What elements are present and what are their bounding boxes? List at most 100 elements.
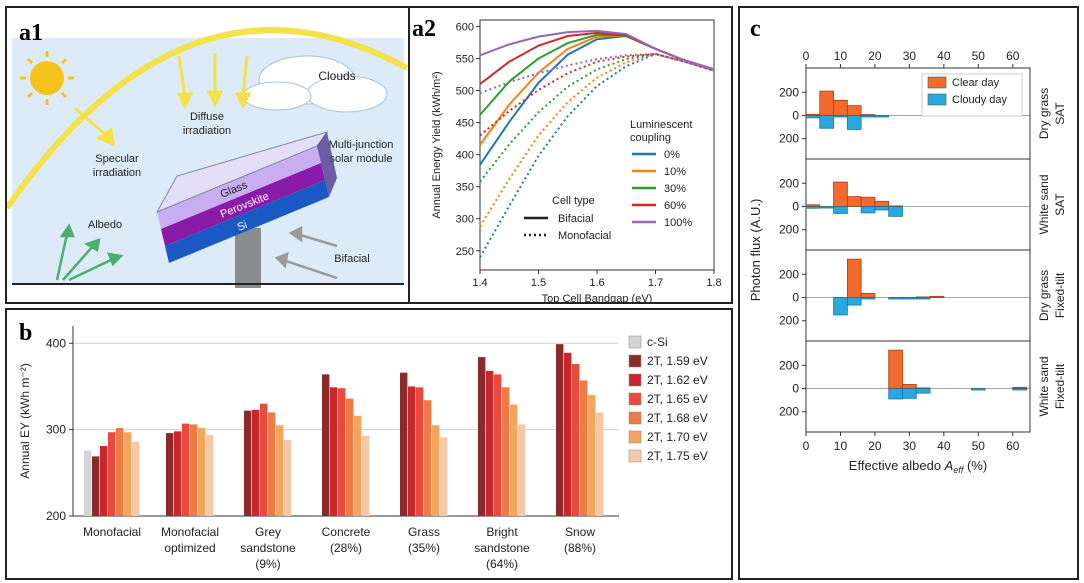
b-legend-label: 2T, 1.65 eV [647,392,708,406]
b-category-label: Snow [565,525,595,539]
b-bar [510,404,518,516]
cloud-icon [242,55,388,113]
a2-legend-label: 30% [664,183,686,195]
a2-series-monofacial-line [479,52,715,227]
a2-ytick-label: 450 [456,118,474,130]
c-xtick-label: 40 [937,439,951,453]
specular-label-line1: Specular [95,153,139,165]
a2-legend-celltype-title: Cell type [552,195,595,207]
b-bar [440,437,448,516]
c-xtick-label: 0 [803,439,810,453]
b-bar [354,415,362,516]
b-bar [432,425,440,516]
a2-ytick-label: 500 [456,86,474,98]
c-clear-day-bar [846,258,862,298]
c-legend-label: Cloudy day [952,94,1008,106]
c-clear-day-bar [819,90,834,116]
clouds-label: Clouds [318,69,355,83]
b-legend-swatch [628,335,642,349]
a2-xtick-label: 1.4 [472,277,487,289]
specular-arrow-icon [74,106,115,147]
multijunction-label-line1: Multi-junction [329,139,394,151]
a2-legend-coupling-title: coupling [630,132,671,144]
b-bar [502,387,510,516]
c-cloudy-day-bar [833,206,848,214]
b-bar [284,440,292,516]
b-legend-swatch [628,373,642,387]
c-cloudy-day-bar [833,297,848,316]
b-bar [244,410,252,516]
a2-series-monofacial-line [479,52,715,183]
c-x-axis-label: Effective albedo Aeff (%) [849,458,987,475]
b-bar [322,374,330,516]
c-cloudy-day-bar [874,206,890,211]
b-bar [330,387,338,516]
c-cloudy-day-bar [846,115,862,130]
a2-ytick-label: 300 [456,214,474,226]
c-ytick-label: 200 [779,223,799,237]
b-category-label: Monofacial [83,525,141,539]
b-bar [424,400,432,516]
a2-xtick-label: 1.6 [589,277,604,289]
c-subplot-frame [805,249,1031,342]
b-bar [478,357,486,516]
a2-legend-label: 60% [664,200,686,212]
b-bar [580,380,588,516]
c-cloudy-day-bar [915,388,931,394]
b-bar [564,352,572,516]
c-ytick-label: 200 [779,132,799,146]
b-category-label: Concrete [322,525,371,539]
b-bar [362,435,370,516]
b-bar [198,427,206,516]
a2-xtick-label: 1.7 [648,277,663,289]
b-legend-swatch [628,411,642,425]
b-category-label: sandstone [240,541,296,555]
b-category-label: optimized [164,541,215,555]
b-category-label: Grass [408,525,440,539]
c-top-xtick-label: 10 [834,49,848,63]
b-bar [572,364,580,516]
albedo-label: Albedo [88,219,122,231]
a2-legend-celltype-label: Monofacial [558,230,611,242]
c-subplot-frame [805,340,1031,433]
c-clear-day-bar [860,196,876,207]
line-chart-a2: a2 1.4 1.5 1.6 1.7 1.8 250 300 350 400 450 500 550 6… [412,16,722,305]
a2-legend-celltype-label: Bifacial [558,213,593,225]
c-subplot-label: Fixed-tilt [1053,363,1067,409]
b-bar [338,388,346,516]
b-category-label: (28%) [330,541,362,555]
c-cloudy-day-bar [860,206,876,214]
c-ytick-label: 0 [792,200,799,214]
panel-a2: a2 1.4 1.5 1.6 1.7 1.8 250 300 350 400 450 500 550 6… [410,6,733,305]
panel-b: b 200 300 400 Annual EY (kWh m⁻²) Monofacial… [5,308,733,580]
c-top-xtick-label: 50 [972,49,986,63]
multijunction-label-line2: solar module [330,153,393,165]
b-bar [416,387,424,516]
b-bar [132,441,140,516]
a2-ytick-label: 550 [456,53,474,65]
sun-arc [4,27,409,210]
bar-chart-b: b 200 300 400 Annual EY (kWh m⁻²) Monofacial… [18,320,708,571]
a2-y-axis-label: Annual Energy Yield (kWh/m²) [431,71,443,218]
b-bar [556,344,564,516]
b-category-label: Bright [486,525,518,539]
b-bar [596,412,604,516]
b-legend-swatch [628,449,642,463]
b-bar [268,412,276,516]
b-bar [182,423,190,516]
a2-series-monofacial-line [479,52,715,95]
a2-ytick-label: 350 [456,182,474,194]
c-clear-day-bar [874,200,890,207]
b-legend-swatch [628,354,642,368]
c-ytick-label: 200 [779,358,799,372]
c-xtick-label: 20 [868,439,882,453]
b-ytick-label: 300 [46,423,66,437]
c-ytick-label: 200 [779,314,799,328]
c-cloudy-day-bar [902,388,917,399]
b-bar [92,456,100,516]
panel-a1: Clouds Diffuse irradiation Specular irra… [4,6,410,304]
a2-ytick-label: 600 [456,21,474,33]
diffuse-label-line1: Diffuse [190,111,224,123]
c-ytick-label: 0 [792,382,799,396]
c-legend-swatch [927,76,947,89]
